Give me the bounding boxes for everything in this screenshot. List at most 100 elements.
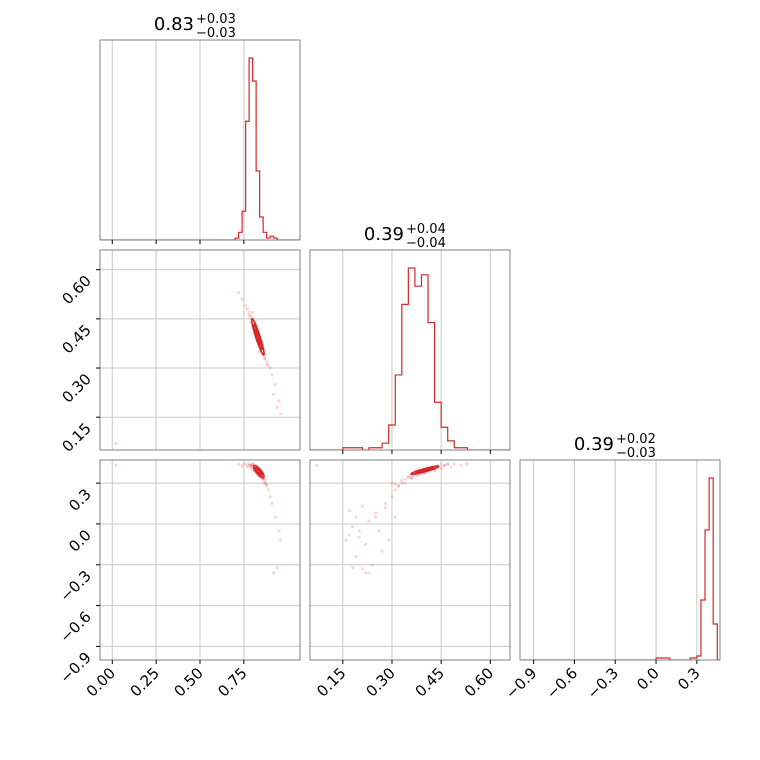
- sample-point: [236, 291, 241, 295]
- sample-point: [270, 501, 274, 506]
- sample-point-outlier: [367, 519, 371, 523]
- sample-point: [277, 529, 281, 533]
- sample-point: [442, 463, 447, 468]
- hist-panel-2: 0.39 +0.02−0.03: [519, 432, 721, 661]
- sample-point: [247, 310, 251, 314]
- sample-point: [373, 515, 378, 519]
- histogram-2: [520, 477, 720, 660]
- sample-point: [403, 481, 407, 485]
- panel-frame-1-0: [99, 249, 301, 451]
- sample-point-outlier: [370, 563, 374, 567]
- sample-point: [383, 501, 388, 506]
- param-title-minus-2: −0.03: [616, 446, 656, 461]
- sample-point: [247, 463, 251, 468]
- param-title-plus-1: +0.04: [406, 222, 446, 237]
- hist-panel-1: 0.39 +0.04−0.04: [309, 222, 511, 454]
- sample-point: [240, 463, 244, 468]
- sample-point: [251, 462, 255, 466]
- hist-frame-2: [519, 459, 721, 661]
- sample-point: [272, 392, 276, 396]
- sample-point: [244, 304, 248, 308]
- sample-point: [263, 481, 267, 485]
- ytick-label-1-0: 0.15: [58, 419, 94, 455]
- sample-point: [410, 474, 414, 478]
- xtick-label-2-4: 0.3: [674, 664, 704, 694]
- sample-point: [249, 463, 253, 468]
- sample-point-outlier: [360, 504, 365, 508]
- sample-point: [446, 462, 450, 466]
- axes: 0.00 0.25 0.50 0.75 0.15 0.30 0.45 0.60 −0.9 −0.6…: [56, 269, 704, 703]
- sample-point: [275, 405, 279, 409]
- sample-point-outlier: [390, 481, 394, 485]
- sample-point: [439, 462, 443, 466]
- sample-point: [446, 462, 450, 466]
- sample-point-outlier: [387, 538, 391, 542]
- sample-point: [449, 465, 453, 469]
- sample-point: [410, 477, 414, 481]
- param-title-minus-1: −0.04: [406, 236, 446, 251]
- contour-p0_p2-2: [256, 468, 262, 475]
- scatter-panel-2-1: [309, 459, 511, 661]
- sample-point: [314, 463, 319, 468]
- sample-point: [245, 307, 249, 311]
- sample-point: [263, 356, 267, 360]
- sample-point: [272, 571, 276, 575]
- param-title-minus-0: −0.03: [196, 26, 236, 41]
- sample-point-outlier: [383, 506, 388, 510]
- sample-point-outlier: [354, 515, 358, 519]
- sample-point: [279, 412, 283, 416]
- sample-point: [390, 495, 394, 499]
- contour-p0_p1-2: [254, 328, 262, 345]
- sample-point: [403, 477, 407, 481]
- sample-point: [268, 366, 272, 370]
- sample-point: [273, 382, 278, 387]
- sample-point: [400, 478, 404, 483]
- sample-point: [240, 297, 244, 301]
- xtick-label-1-2: 0.45: [412, 664, 448, 700]
- sample-point: [114, 441, 118, 446]
- sample-point: [400, 481, 404, 485]
- sample-point: [245, 465, 249, 469]
- sample-point: [263, 478, 267, 483]
- sample-point-outlier: [347, 533, 351, 537]
- ytick-label-2-3: 0.0: [65, 526, 95, 556]
- contour-p1_p2-2: [418, 467, 431, 473]
- sample-point: [465, 462, 469, 466]
- sample-point-outlier: [357, 535, 361, 540]
- sample-point: [277, 399, 281, 403]
- sample-point: [279, 538, 283, 542]
- sample-point-outlier: [367, 571, 371, 575]
- param-title-1: 0.39: [364, 224, 404, 245]
- sample-point: [265, 484, 269, 488]
- ytick-label-1-2: 0.45: [58, 321, 94, 357]
- scatter-panel-2-0: [99, 459, 301, 661]
- sample-point: [263, 356, 267, 360]
- ytick-label-1-1: 0.30: [58, 370, 94, 406]
- xtick-label-1-3: 0.60: [461, 664, 497, 700]
- sample-point: [251, 462, 255, 466]
- sample-point: [270, 372, 274, 377]
- sample-point: [344, 538, 348, 542]
- xtick-label-0-1: 0.25: [127, 664, 163, 700]
- sample-point: [268, 495, 272, 499]
- sample-point: [247, 462, 251, 466]
- panel-frame-2-1: [309, 459, 511, 661]
- hist-frame-1: [309, 249, 511, 451]
- sample-point: [265, 359, 269, 364]
- sample-point-outlier: [393, 515, 397, 519]
- sample-point: [406, 474, 410, 478]
- sample-point-outlier: [380, 549, 384, 553]
- sample-point-outlier: [360, 567, 365, 571]
- sample-point: [406, 476, 410, 480]
- param-title-plus-0: +0.03: [196, 12, 236, 27]
- sample-point: [249, 466, 253, 470]
- contour-p0_p2-0: [252, 464, 265, 479]
- sample-point: [357, 529, 361, 533]
- xtick-label-2-2: −0.3: [584, 664, 622, 702]
- sample-point: [393, 488, 397, 492]
- xtick-label-1-1: 0.30: [362, 664, 398, 700]
- sample-point: [249, 463, 253, 468]
- hist-panel-0: 0.83 +0.03−0.03: [99, 12, 301, 244]
- sample-point: [266, 363, 271, 367]
